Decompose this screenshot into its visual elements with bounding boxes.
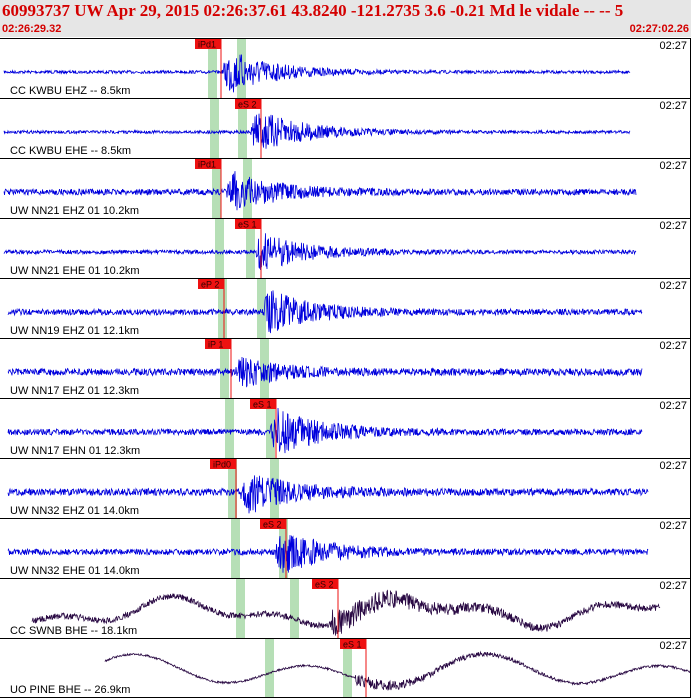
pick-label[interactable]: iP 1: [208, 340, 223, 350]
pick-label[interactable]: iPd1: [198, 40, 216, 50]
pick-flag: [250, 399, 276, 409]
waveform-plot: eS 1: [7, 399, 643, 458]
event-header: 60993737 UW Apr 29, 2015 02:26:37.61 43.…: [0, 0, 691, 37]
pick-label[interactable]: iPd0: [213, 460, 231, 470]
seismic-waveform: [3, 171, 637, 211]
s-window-band: [238, 99, 247, 158]
event-title: 60993737 UW Apr 29, 2015 02:26:37.61 43.…: [2, 1, 624, 20]
pick-flag: [210, 459, 236, 469]
channel-label: UW NN17 EHZ 01 12.3km: [10, 385, 139, 397]
p-window-band: [225, 399, 234, 458]
seismic-waveform: [7, 535, 649, 573]
channel-panel[interactable]: iPd0 UW NN32 EHZ 01 14.0km 02:27: [0, 458, 691, 518]
channel-panel[interactable]: eS 1 UW NN17 EHN 01 12.3km 02:27: [0, 398, 691, 458]
channel-panel[interactable]: eS 2 UW NN32 EHE 01 14.0km 02:27: [0, 518, 691, 578]
pick-flag: [195, 159, 221, 169]
waveform-plot: eS 2: [3, 99, 631, 158]
p-window-band: [218, 279, 227, 338]
seismic-waveform: [7, 407, 643, 454]
s-window-band: [257, 279, 266, 338]
pick-label[interactable]: eS 1: [343, 640, 362, 650]
pick-flag: [195, 39, 221, 49]
pick-flag: [235, 99, 261, 109]
pick-flag: [198, 279, 224, 289]
p-window-band: [210, 99, 219, 158]
channel-time: 02:27: [658, 100, 688, 112]
p-window-band: [212, 159, 221, 218]
pick-label[interactable]: eS 2: [263, 520, 282, 530]
channel-time: 02:27: [658, 580, 688, 592]
channel-label: CC KWBU EHZ -- 8.5km: [10, 85, 131, 97]
seismic-waveform: [7, 290, 643, 334]
channel-label: CC KWBU EHE -- 8.5km: [10, 145, 132, 157]
pick-flag: [260, 519, 286, 529]
waveform-plot: eS 2: [31, 579, 661, 638]
waveform-plot: iPd1: [3, 159, 637, 218]
p-window-band: [208, 39, 217, 98]
p-window-band: [265, 639, 274, 697]
s-window-band: [246, 219, 255, 278]
channel-time: 02:27: [658, 280, 688, 292]
pick-label[interactable]: eS 1: [238, 220, 257, 230]
p-window-band: [220, 339, 229, 398]
pick-flag: [235, 219, 261, 229]
pick-label[interactable]: eS 2: [238, 100, 257, 110]
channel-panel[interactable]: iP 1 UW NN17 EHZ 01 12.3km 02:27: [0, 338, 691, 398]
channel-time: 02:27: [658, 640, 688, 652]
channel-label: UO PINE BHE -- 26.9km: [10, 684, 131, 696]
channel-panel[interactable]: eS 1 UW NN21 EHE 01 10.2km 02:27: [0, 218, 691, 278]
channel-time: 02:27: [658, 400, 688, 412]
end-time: 02:27:02.26: [629, 23, 689, 35]
waveform-plot: eP 2: [7, 279, 643, 338]
seismic-waveform: [3, 233, 637, 271]
waveform-plot: iP 1: [7, 339, 643, 398]
channel-time: 02:27: [658, 220, 688, 232]
pick-label[interactable]: eS 2: [315, 580, 334, 590]
waveform-plot: iPd1: [3, 39, 631, 98]
pick-flag: [312, 579, 338, 589]
p-window-band: [236, 579, 245, 638]
seismic-waveform: [31, 589, 661, 636]
channel-label: CC SWNB BHE -- 18.1km: [10, 625, 138, 637]
channel-time: 02:27: [658, 160, 688, 172]
seismic-waveform: [3, 54, 631, 93]
channel-time: 02:27: [658, 340, 688, 352]
pick-label[interactable]: eS 1: [253, 400, 272, 410]
channel-label: UW NN21 EHE 01 10.2km: [10, 265, 140, 277]
channel-panel[interactable]: eP 2 UW NN19 EHZ 01 12.1km 02:27: [0, 278, 691, 338]
p-window-band: [215, 219, 224, 278]
channel-panel[interactable]: iPd1 CC KWBU EHZ -- 8.5km 02:27: [0, 38, 691, 98]
waveform-plot: eS 2: [7, 519, 649, 578]
channel-label: UW NN17 EHN 01 12.3km: [10, 445, 141, 457]
pick-label[interactable]: eP 2: [201, 280, 219, 290]
channel-time: 02:27: [658, 40, 688, 52]
pick-label[interactable]: iPd1: [198, 160, 216, 170]
channel-label: UW NN32 EHZ 01 14.0km: [10, 505, 139, 517]
seismic-waveform: [104, 650, 691, 691]
start-time: 02:26:29.32: [2, 23, 62, 35]
pick-flag: [205, 339, 231, 349]
channel-panel[interactable]: eS 2 CC SWNB BHE -- 18.1km 02:27: [0, 578, 691, 638]
pick-flag: [340, 639, 366, 649]
channel-label: UW NN19 EHZ 01 12.1km: [10, 325, 139, 337]
p-window-band: [231, 519, 240, 578]
waveform-plot: eS 1: [104, 639, 691, 697]
seismic-waveform: [3, 113, 631, 149]
seismic-waveform: [7, 356, 643, 388]
s-window-band: [343, 639, 352, 697]
p-window-band: [228, 459, 237, 518]
channel-panel[interactable]: iPd1 UW NN21 EHZ 01 10.2km 02:27: [0, 158, 691, 218]
s-window-band: [290, 579, 299, 638]
waveform-plot: eS 1: [3, 219, 637, 278]
seismic-waveform: [7, 475, 649, 514]
waveform-plot: iPd0: [7, 459, 649, 518]
channel-panel[interactable]: eS 1 UO PINE BHE -- 26.9km 02:27: [0, 638, 691, 698]
channel-label: UW NN21 EHZ 01 10.2km: [10, 205, 139, 217]
channel-label: UW NN32 EHE 01 14.0km: [10, 565, 140, 577]
channel-time: 02:27: [658, 520, 688, 532]
channel-time: 02:27: [658, 460, 688, 472]
channel-panel[interactable]: eS 2 CC KWBU EHE -- 8.5km 02:27: [0, 98, 691, 158]
